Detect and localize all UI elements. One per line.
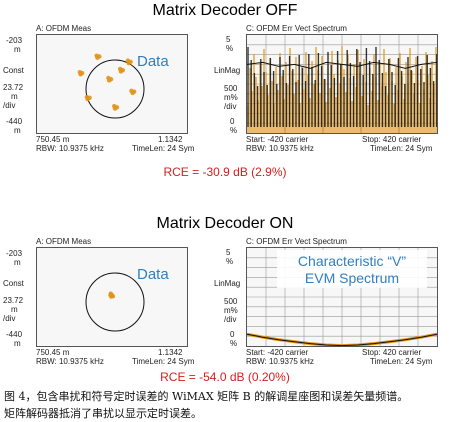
bottom-spec-y-label: LinMag [214,279,241,288]
figure-caption: 图 4，包含串扰和符号定时误差的 WiMAX 矩阵 B 的解调星座图和误差矢量频… [4,388,446,422]
top-const-point-17 [117,66,123,72]
top-spectrum-plot [246,35,438,133]
bottom-const-y-label: Const [3,279,24,288]
bottom-const-timelen: TimeLen: 24 Sym [132,357,195,366]
bottom-spec-stop: Stop: 420 carrier [362,348,422,357]
bottom-const-x-right: 1.1342 [158,348,183,357]
bottom-spectrum-plot: Characteristic “V”EVM Spectrum [246,248,438,348]
top-const-rbw: RBW: 10.9375 kHz [36,144,104,153]
bottom-spec-y-scale: 500 m%/div [224,297,238,324]
bottom-spec-y-bottom: 0% [230,330,238,348]
bottom-spec-annotation-line2: EVM Spectrum [305,270,399,286]
bottom-spec-annotation-line1: Characteristic “V” [298,253,406,269]
heading-decoder-off: Matrix Decoder OFF [152,2,298,19]
top-const-y-scale: 23.72 m/div [3,83,24,110]
top-const-x-right: 1.1342 [158,135,183,144]
top-spec-title: C: OFDM Err Vect Spectrum [246,24,347,33]
top-const-x-left: 750.45 m [36,135,70,144]
bottom-const-x-left: 750.45 m [36,348,70,357]
top-spec-y-scale: 500 m%/div [224,84,238,111]
top-const-timelen: TimeLen: 24 Sym [132,144,195,153]
top-spec-stop: Stop: 420 carrier [362,135,422,144]
top-const-reference-circle [85,59,145,119]
top-const-point-20 [94,53,99,58]
top-const-y-label: Const [3,66,24,75]
bottom-spec-timelen: TimeLen: 24 Sym [370,357,433,366]
bottom-spec-title: C: OFDM Err Vect Spectrum [246,237,347,246]
bottom-constellation-panel: Data [36,247,188,347]
top-const-point-2 [84,94,90,100]
top-spec-rbw: RBW: 10.9375 kHz [246,144,314,153]
top-const-annotation: Data [137,53,169,70]
top-const-y-bottom: -440 m [6,117,23,135]
bottom-spectrum-panel: Characteristic “V” EVM Spectrum [246,247,438,348]
bottom-const-point-5 [108,291,113,296]
bottom-spec-rbw: RBW: 10.9375 kHz [246,357,314,366]
bottom-rce: RCE = -54.0 dB (0.20%) [160,370,290,384]
top-const-point-5 [112,103,117,109]
bottom-const-title: A: OFDM Meas [36,237,92,246]
caption-line-2: 矩阵解码器抵消了串扰以显示定时误差。 [4,407,202,420]
bottom-constellation-plot: Data [85,266,169,332]
caption-line-1: 图 4，包含串扰和符号定时误差的 WiMAX 矩阵 B 的解调星座图和误差矢量频… [4,390,409,403]
bottom-spec-trace [246,333,438,347]
bottom-const-y-scale: 23.72 m/div [3,296,24,323]
top-const-point-23 [125,58,131,63]
top-rce: RCE = -30.9 dB (2.9%) [163,165,287,179]
bottom-spec-y-top: 5% [226,248,234,266]
bottom-const-rbw: RBW: 10.9375 kHz [36,357,104,366]
top-spec-start: Start: -420 carrier [246,135,309,144]
top-const-y-top: -203 m [6,36,23,54]
heading-decoder-on: Matrix Decoder ON [156,215,294,232]
bottom-const-y-bottom: -440 m [6,330,23,348]
top-spec-trace [246,61,438,69]
bottom-spec-start: Start: -420 carrier [246,348,309,357]
bottom-const-point-4 [111,294,116,299]
top-constellation-panel: Data [36,34,188,134]
top-const-point-14 [106,75,111,81]
bottom-const-annotation: Data [137,266,169,283]
top-spec-y-top: 5% [226,35,234,53]
bottom-spec-annotation-bg [277,250,427,288]
top-const-point-11 [77,70,83,75]
top-constellation-plot: Data [77,53,169,119]
top-const-title: A: OFDM Meas [36,24,92,33]
top-spec-timelen: TimeLen: 24 Sym [370,144,433,153]
bottom-const-y-top: -203 m [6,249,23,267]
top-spec-y-bottom: 0% [230,117,238,135]
top-spec-y-label: LinMag [214,66,241,75]
bottom-const-reference-circle [85,272,145,332]
top-spectrum-panel [246,34,438,134]
top-const-point-8 [129,88,134,94]
